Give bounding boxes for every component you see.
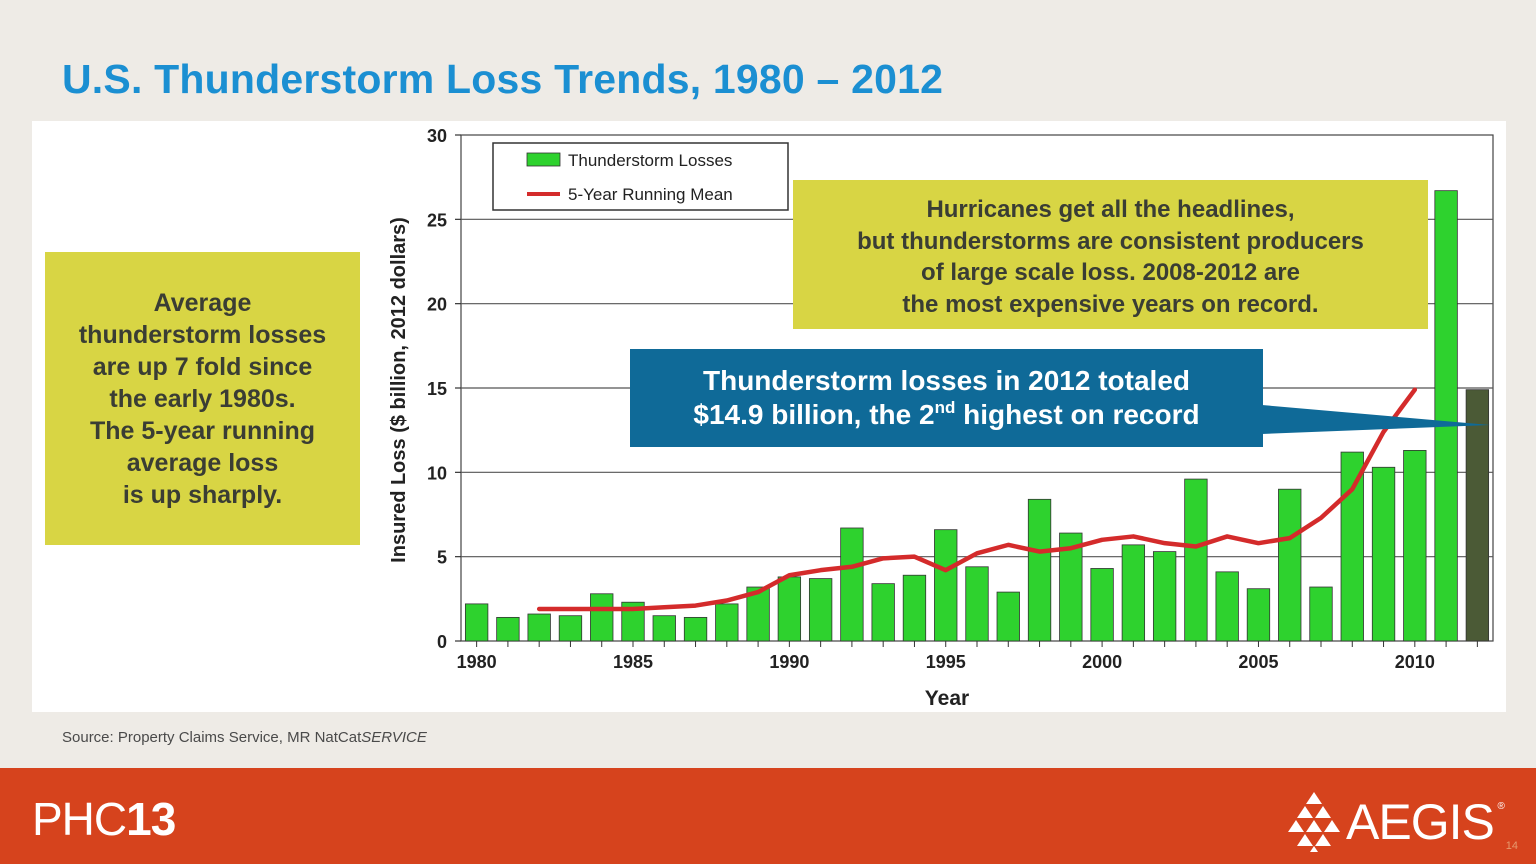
record-callout-amount: $14.9 billion, the 2 (693, 399, 935, 430)
x-tick-label: 2010 (1395, 652, 1435, 672)
bar-1990 (777, 576, 802, 642)
y-tick-label: 30 (427, 126, 447, 146)
bar-2002 (1152, 551, 1177, 642)
page-number: 14 (1505, 840, 1518, 852)
running-mean (536, 387, 1418, 612)
record-callout: Thunderstorm losses in 2012 totaled $14.… (630, 349, 1263, 447)
legend-label-mean: 5-Year Running Mean (568, 185, 733, 204)
bar-1988 (715, 603, 739, 642)
legend-label-losses: Thunderstorm Losses (568, 151, 732, 170)
bar-1981 (496, 616, 520, 642)
record-callout-rank: highest on record (955, 399, 1200, 430)
x-tick-label: 1985 (613, 652, 653, 672)
footer-bar: PHC13 AEGIS ® 14 (0, 768, 1536, 864)
y-tick-label: 25 (427, 210, 447, 230)
x-axis-title: Year (925, 687, 969, 710)
logo-13: 13 (126, 793, 176, 845)
y-tick-label: 20 (427, 295, 447, 315)
left-callout-line: The 5-year running (89, 416, 316, 445)
bar-2007 (1309, 586, 1333, 642)
bar-1982 (527, 613, 551, 642)
left-callout-line: thunderstorm losses (78, 320, 327, 349)
left-callout-line: are up 7 fold since (92, 352, 313, 381)
aegis-mark-icon (1288, 792, 1340, 852)
bar-1996 (965, 566, 989, 642)
left-callout-line: is up sharply. (122, 480, 283, 509)
bar-1991 (808, 578, 833, 642)
y-tick-label: 15 (427, 379, 447, 399)
legend-swatch-bar (526, 152, 561, 167)
phc13-logo: PHC13 (32, 792, 176, 846)
aegis-logo: AEGIS ® (1288, 790, 1505, 854)
bar-1992 (840, 527, 864, 642)
x-tick-label: 2000 (1082, 652, 1122, 672)
source-note: Source: Property Claims Service, MR NatC… (62, 729, 427, 746)
left-callout-line: the early 1980s. (109, 384, 296, 413)
y-tick-label: 10 (427, 463, 447, 483)
bar-1987 (683, 616, 708, 642)
headline-callout: Hurricanes get all the headlines, but th… (793, 180, 1428, 329)
bar-1995 (934, 529, 958, 642)
record-callout-ordinal: nd (934, 398, 956, 417)
bar-1986 (652, 615, 676, 642)
bar-2011 (1434, 190, 1458, 642)
y-tick-label: 0 (437, 632, 447, 652)
bar-1984 (590, 593, 614, 642)
record-callout-line1: Thunderstorm losses in 2012 totaled (702, 365, 1191, 396)
y-axis-title: Insured Loss ($ billion, 2012 dollars) (388, 217, 410, 563)
x-tick-label: 1980 (457, 652, 497, 672)
source-text: Source: Property Claims Service, MR NatC… (62, 729, 362, 746)
axes: 0 5 10 15 20 25 30 1980 1985 1990 1995 2000 2005 2010 (427, 126, 1478, 672)
aegis-text: AEGIS (1346, 794, 1495, 850)
logo-phc: PHC (32, 793, 127, 845)
bar-2001 (1121, 544, 1146, 642)
headline-callout-line: of large scale loss. 2008-2012 are (921, 259, 1300, 286)
record-callout-line2: $14.9 billion, the 2nd highest on record (630, 398, 1263, 432)
x-tick-label: 1995 (926, 652, 966, 672)
left-callout-text: Average thunderstorm losses are up 7 fol… (79, 287, 326, 511)
registered-mark: ® (1497, 801, 1504, 812)
left-callout-line: average loss (126, 448, 279, 477)
bar-2008 (1340, 451, 1364, 642)
bar-1994 (902, 574, 927, 642)
bar-2010 (1403, 450, 1427, 642)
bar-2005 (1246, 588, 1271, 642)
bar-2004 (1215, 571, 1239, 642)
bar-1997 (996, 591, 1020, 642)
bar-1998 (1027, 498, 1052, 642)
bar-2012 (1465, 389, 1490, 642)
headline-callout-line: Hurricanes get all the headlines, (926, 196, 1295, 223)
x-tick-label: 2005 (1238, 652, 1278, 672)
headline-callout-line: the most expensive years on record. (902, 290, 1319, 318)
bar-1993 (871, 583, 895, 642)
left-callout-line: Average (153, 288, 252, 317)
bar-2006 (1278, 488, 1302, 642)
left-callout: Average thunderstorm losses are up 7 fol… (45, 252, 360, 545)
bar-2009 (1371, 466, 1396, 642)
bar-1980 (464, 603, 489, 642)
bar-2003 (1184, 478, 1208, 642)
source-italic: SERVICE (361, 729, 427, 746)
bar-1983 (558, 615, 583, 642)
aegis-wordmark: AEGIS ® (1346, 793, 1505, 851)
running-mean-line (536, 387, 1418, 612)
y-tick-label: 5 (437, 548, 447, 568)
legend: Thunderstorm Losses 5-Year Running Mean (492, 142, 789, 211)
bar-2000 (1090, 568, 1114, 642)
x-tick-label: 1990 (769, 652, 809, 672)
slide-title: U.S. Thunderstorm Loss Trends, 1980 – 20… (62, 56, 944, 102)
headline-callout-line: but thunderstorms are consistent produce… (857, 227, 1364, 255)
